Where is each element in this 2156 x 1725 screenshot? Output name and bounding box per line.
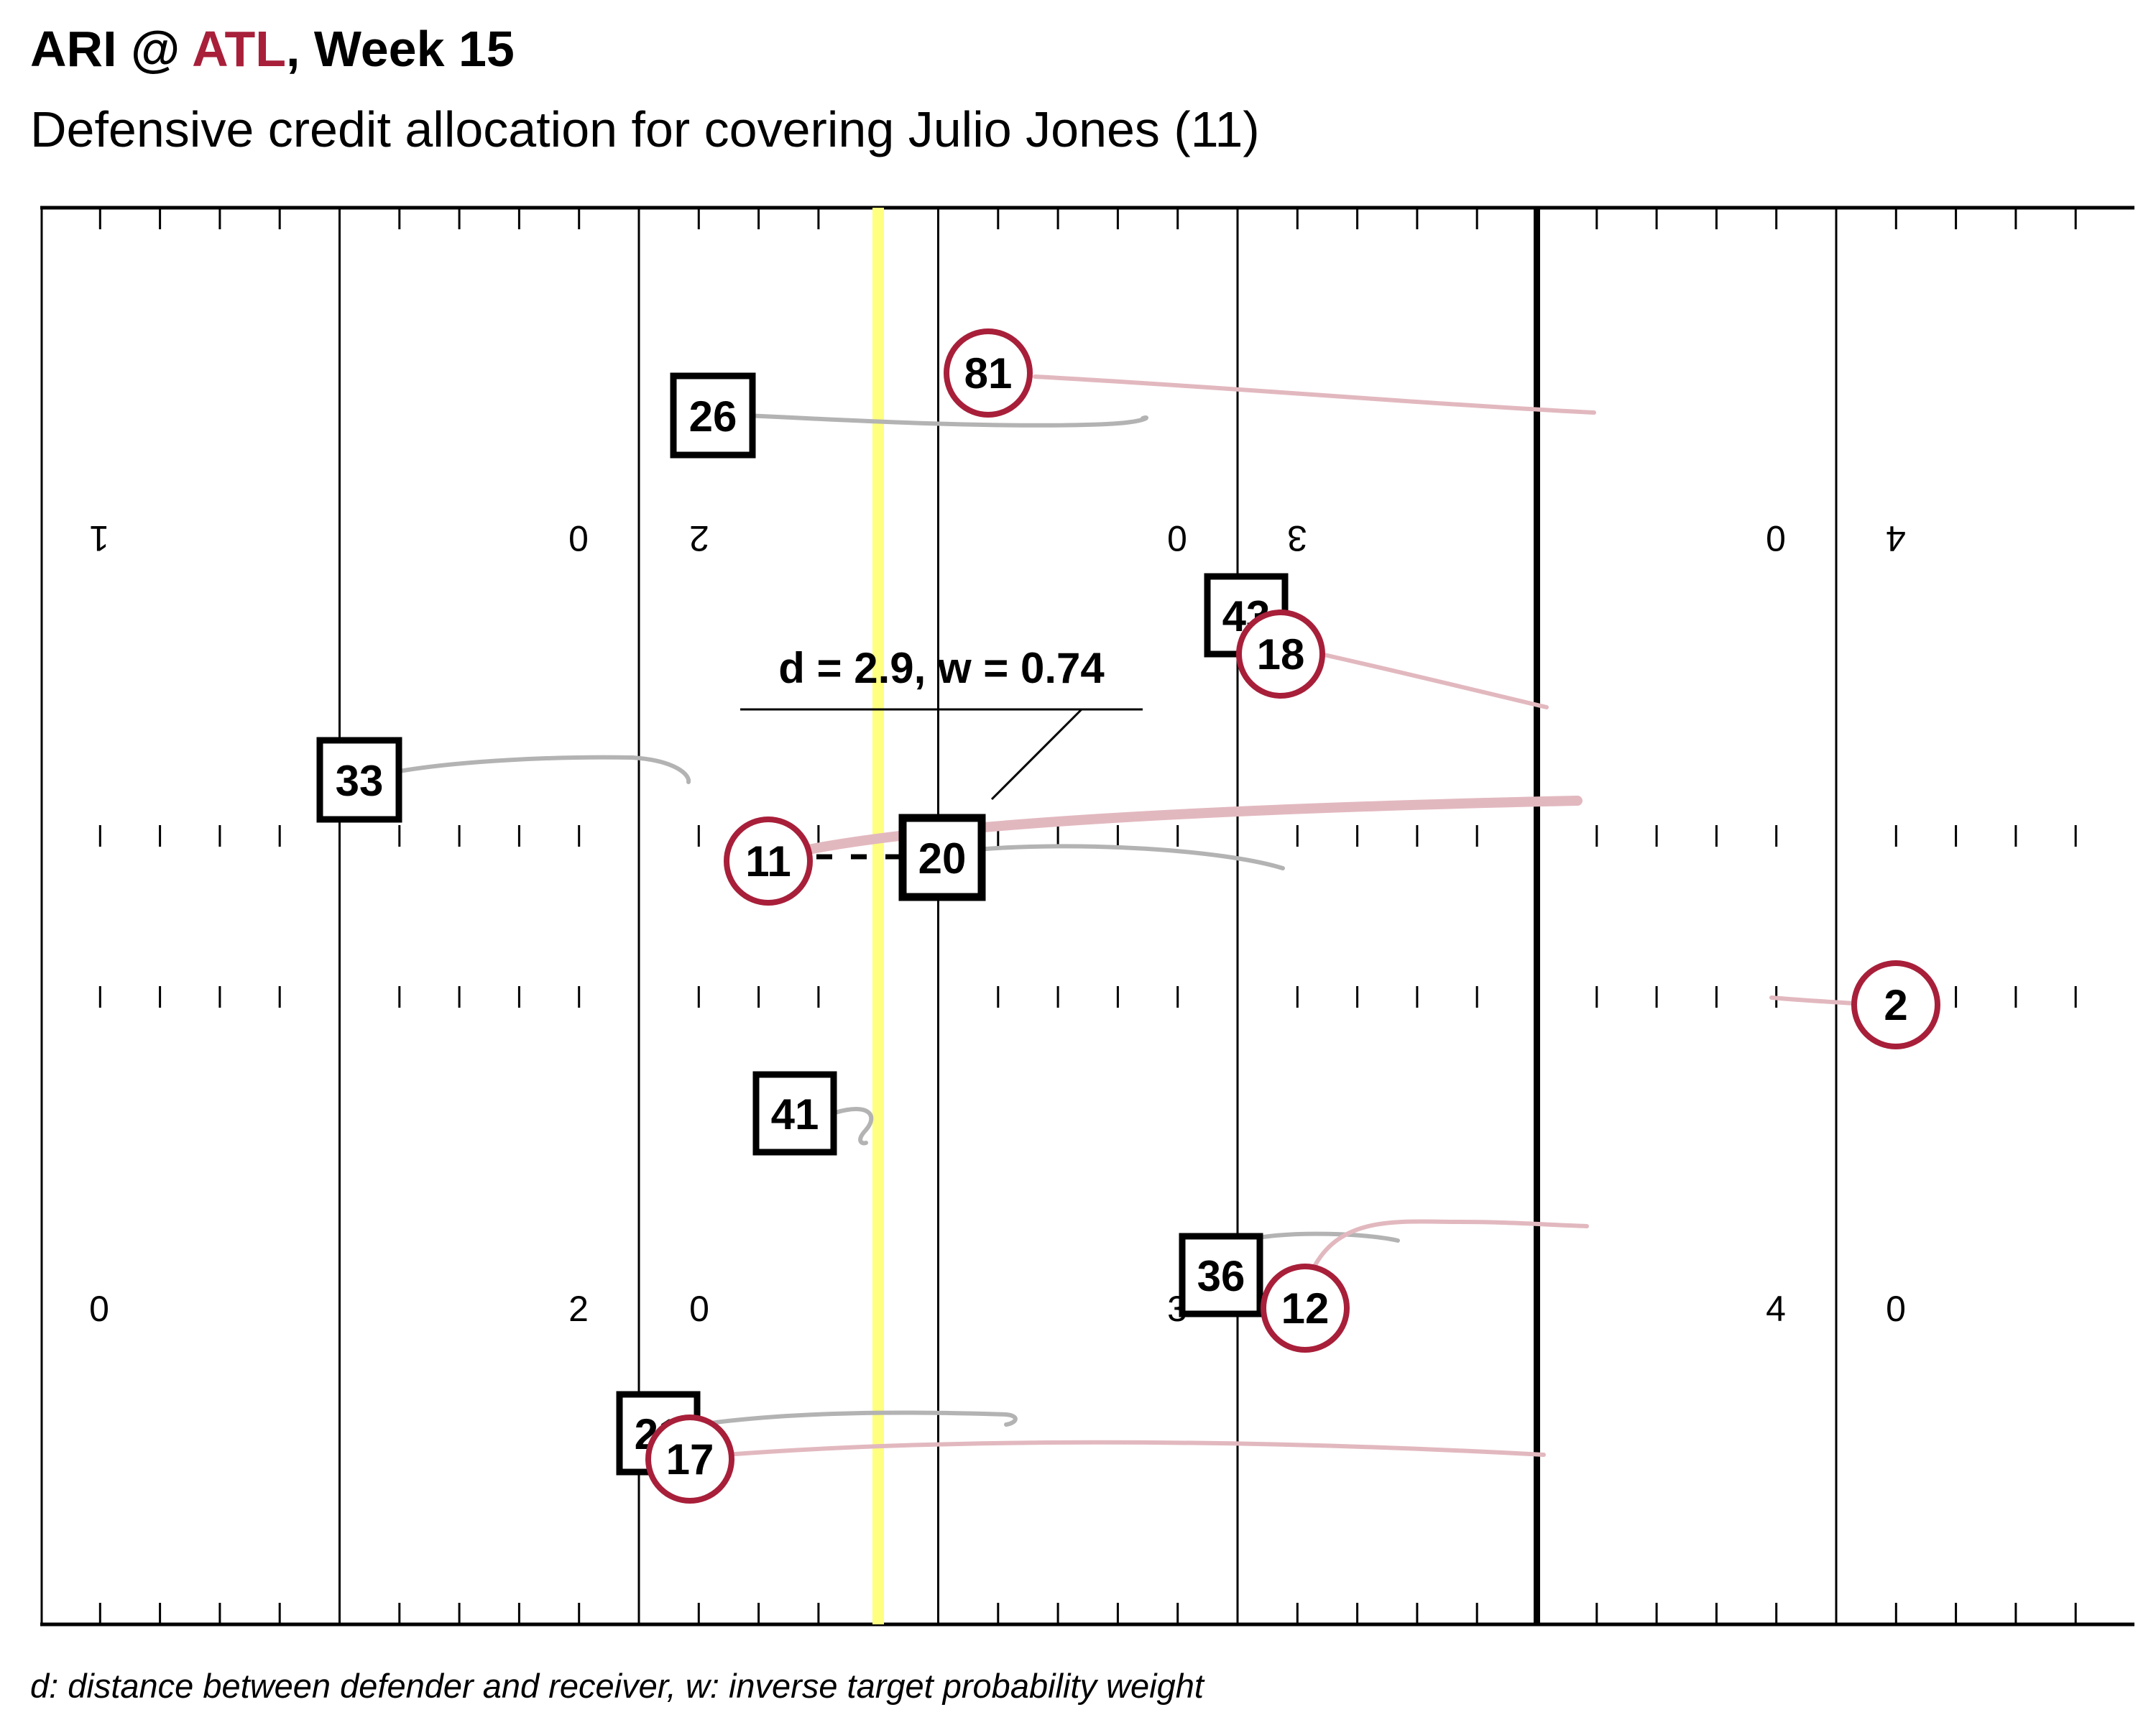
coverage-annotation-label: d = 2.9, w = 0.74 [778,644,1105,692]
hash-marks [98,208,2077,1624]
defender-number: 36 [1197,1252,1245,1300]
defender-number: 41 [771,1090,819,1138]
receiver-number: 81 [964,349,1013,397]
yard-number-bottom: 4 [1766,1289,1786,1329]
receiver-marker: 81 [944,328,1033,418]
defender-number: 33 [336,757,384,805]
yard-number-top: 1 [89,518,109,558]
defender-20-track [975,844,1285,870]
yard-number-bottom: 0 [689,1289,709,1329]
yard-number-top: 4 [1886,518,1906,558]
defender-marker: 41 [752,1071,837,1156]
footnote: d: distance between defender and receive… [30,1667,1204,1705]
yard-number-bottom: 0 [1886,1289,1906,1329]
yard-number-bottom: 2 [568,1289,589,1329]
yard-number-top: 0 [568,518,589,558]
yard-number-top: 3 [1287,518,1307,558]
defender-number: 26 [689,392,737,441]
defender-26-track [745,413,1148,428]
yard-number-top: 2 [689,518,709,558]
chart-title: ARI @ ATL, Week 15 [30,20,515,78]
away-team: ARI [30,21,117,77]
defender-41-track [833,1107,874,1146]
receiver-2-track [1769,995,1856,1006]
yard-lines [338,208,1838,1624]
chart-subtitle: Defensive credit allocation for covering… [30,101,1260,157]
receiver-marker: 11 [724,816,813,906]
yard-number-bottom: 0 [89,1289,109,1329]
week-label: , Week 15 [286,21,515,77]
home-team: ATL [192,21,287,77]
receiver-marker: 17 [645,1414,734,1504]
defender-33-track [393,755,691,784]
receiver-18-track [1306,649,1549,709]
receiver-marker: 12 [1261,1264,1350,1353]
receiver-number: 12 [1281,1284,1330,1333]
at-symbol: @ [131,21,180,77]
receiver-12-track [1313,1219,1589,1267]
yard-number-top: 0 [1766,518,1786,558]
yard-number-top: 0 [1167,518,1187,558]
defender-marker: 20 [898,814,986,901]
defender-marker: 33 [316,737,402,823]
annotation-leader-line [990,708,1083,801]
defender-marker: 26 [670,372,756,459]
defender-marker: 36 [1179,1233,1263,1317]
receiver-number: 11 [745,837,791,886]
receiver-number: 17 [666,1435,714,1484]
defender-36-track [1248,1231,1400,1243]
defender-21-track [688,1410,1018,1428]
receiver-17-track [724,1440,1546,1457]
receiver-number: 2 [1884,981,1907,1029]
receiver-11-track [803,796,1583,855]
receiver-marker: 18 [1236,610,1325,699]
receiver-marker: 2 [1851,960,1940,1049]
defender-number: 20 [918,834,967,883]
receiver-number: 18 [1257,630,1305,678]
receiver-81-track [1033,374,1596,415]
